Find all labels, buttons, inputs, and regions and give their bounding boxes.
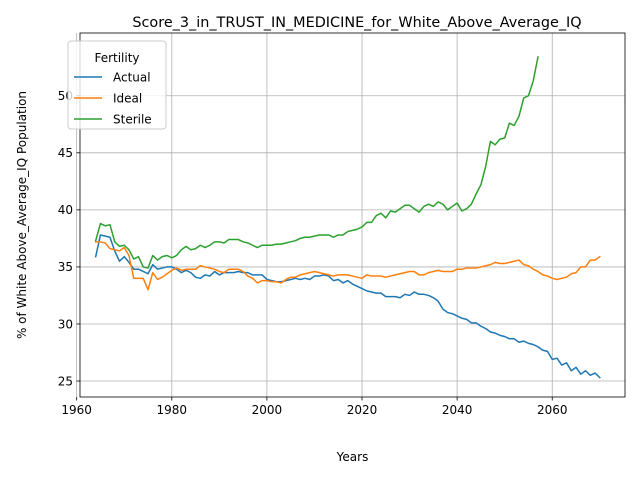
legend-items: Actual Ideal Sterile (74, 70, 152, 126)
x-tick-label: 1960 (61, 403, 92, 417)
x-tick-label: 2060 (537, 403, 568, 417)
legend-title: Fertility (94, 51, 139, 65)
x-axis-label: Years (336, 450, 369, 464)
x-tick-label: 2020 (347, 403, 378, 417)
y-tick-label: 35 (58, 260, 73, 274)
y-tick-label: 40 (58, 203, 73, 217)
legend-label-sterile: Sterile (113, 112, 152, 126)
y-tick-label: 45 (58, 146, 73, 160)
y-axis-label: % of White Above_Average_IQ Population (15, 91, 29, 339)
plot-area-frame (79, 32, 626, 398)
legend-label-actual: Actual (113, 70, 151, 84)
legend: Fertility Actual Ideal Sterile (67, 40, 167, 130)
series-line-actual (94, 234, 601, 379)
x-axis-ticks: 1960 1980 2000 2020 2040 2060 (61, 397, 568, 417)
x-tick-label: 2000 (252, 403, 283, 417)
series-line-sterile (94, 56, 539, 269)
x-tick-label: 2040 (442, 403, 473, 417)
series-lines (94, 56, 601, 379)
chart-title: Score_3_in_TRUST_IN_MEDICINE_for_White_A… (132, 15, 581, 31)
y-tick-label: 25 (58, 374, 73, 388)
x-tick-label: 1980 (157, 403, 188, 417)
legend-box (67, 40, 167, 130)
series-line-ideal (94, 241, 601, 291)
legend-label-ideal: Ideal (113, 91, 142, 105)
y-tick-label: 30 (58, 317, 73, 331)
